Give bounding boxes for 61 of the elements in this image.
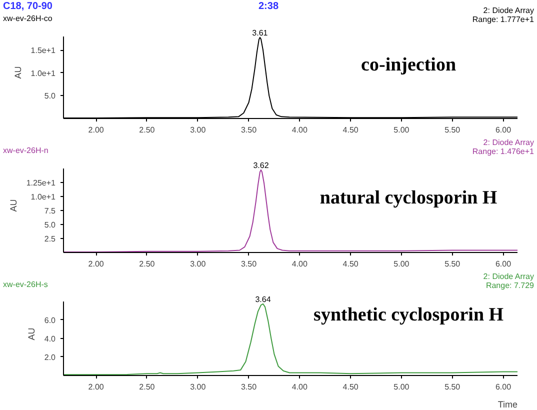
y-axis-title: AU [12, 66, 23, 79]
x-tick-label: 2.00 [88, 126, 104, 134]
x-tick-label: 4.50 [342, 382, 359, 392]
text: Range: 1.476e+1 [472, 147, 534, 158]
y-tick-label: 1.0e+1 [30, 68, 56, 78]
x-tick-label: 4.00 [292, 126, 308, 134]
text: Range: 7.729 [486, 281, 534, 292]
x-tick-label: 5.50 [444, 260, 461, 268]
annotation: natural cyclosporin H [320, 187, 498, 208]
annotation: synthetic cyclosporin H [314, 304, 504, 326]
text: 2: Diode Array [483, 137, 534, 148]
y-tick-label: 5.0 [44, 92, 56, 101]
x-tick-label: 6.00 [495, 382, 512, 392]
x-axis-title: Time [498, 400, 518, 410]
chart-title: C18, 70-90 [3, 0, 52, 14]
text: 2: Diode Array [483, 271, 534, 282]
x-tick-label: 3.50 [240, 126, 258, 134]
y-tick-label: 7.5 [44, 206, 56, 216]
y-tick-label: 5.0 [44, 220, 56, 230]
x-tick-label: 4.00 [292, 382, 308, 392]
chart-subtitle: 2:38 [258, 1, 278, 12]
text: xw-ev-26H-co [3, 13, 52, 24]
y-tick-label: 1.0e+1 [30, 192, 56, 202]
annotation: 3.61 [252, 28, 268, 38]
x-tick-label: 6.00 [495, 126, 512, 134]
x-tick-label: 5.00 [394, 382, 410, 392]
x-tick-label: 4.50 [342, 126, 359, 134]
line-series [64, 303, 518, 376]
line-series [64, 169, 518, 252]
y-tick-label: 2.0 [44, 352, 56, 362]
x-tick-label: 5.00 [394, 126, 410, 134]
x-tick-label: 3.00 [190, 126, 206, 134]
x-tick-label: 3.00 [190, 382, 206, 392]
text: xw-ev-26H-n [3, 145, 48, 156]
x-tick-label: 5.00 [394, 260, 410, 268]
y-tick-label: 1.5e+1 [30, 46, 56, 56]
y-axis-title: AU [26, 328, 36, 340]
y-axis-title: AU [8, 199, 18, 212]
x-tick-label: 2.50 [139, 382, 156, 392]
y-tick-label: 1.25e+1 [26, 178, 56, 188]
x-tick-label: 4.00 [292, 260, 308, 268]
x-tick-label: 4.50 [342, 260, 359, 268]
x-tick-label: 2.50 [139, 260, 156, 268]
annotation: 3.64 [255, 294, 272, 304]
y-tick-label: 2.5 [44, 234, 56, 244]
y-tick-label: 6.0 [44, 316, 56, 325]
x-tick-label: 5.50 [444, 382, 461, 392]
annotation: 3.62 [253, 160, 270, 170]
x-tick-label: 2.00 [88, 382, 104, 392]
text: xw-ev-26H-s [3, 279, 48, 290]
x-tick-label: 2.00 [88, 260, 104, 268]
x-tick-label: 3.50 [240, 382, 258, 392]
x-tick-label: 3.50 [240, 260, 258, 268]
x-tick-label: 5.50 [444, 126, 461, 134]
text: 2: Diode Array [483, 5, 534, 16]
y-tick-label: 4.0 [44, 334, 56, 344]
x-tick-label: 3.00 [190, 260, 206, 268]
x-tick-label: 6.00 [495, 260, 512, 268]
annotation: co-injection [361, 54, 456, 76]
text: Range: 1.777e+1 [472, 15, 534, 26]
x-tick-label: 2.50 [139, 126, 156, 134]
